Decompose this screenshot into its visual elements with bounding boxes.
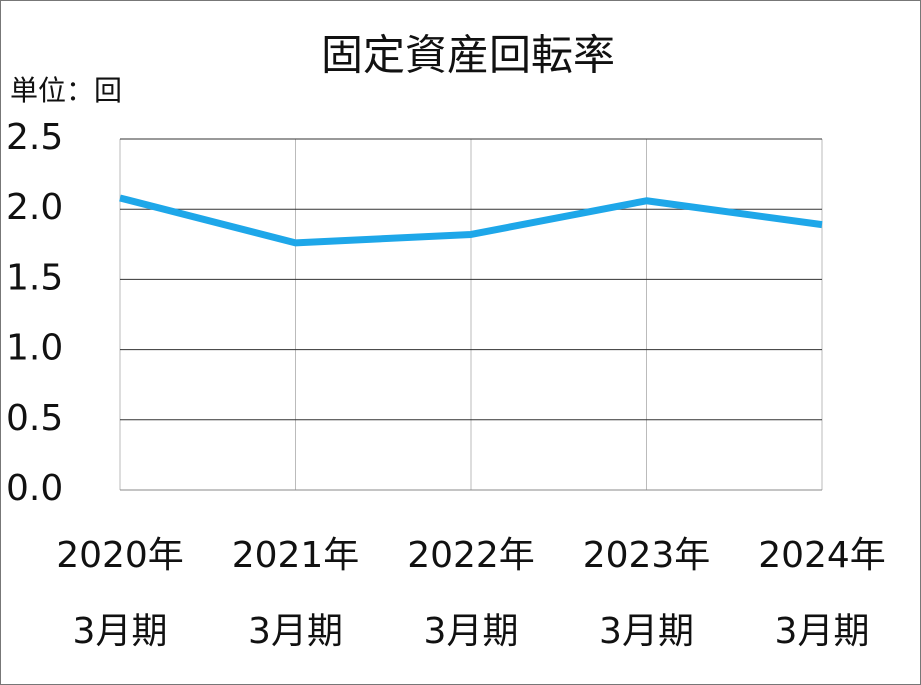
y-tick-label: 2.0 (6, 187, 63, 228)
y-tick-label: 2.5 (6, 117, 63, 158)
x-tick-label: 3月期 (248, 611, 343, 652)
x-tick-label: 3月期 (775, 611, 870, 652)
y-tick-label: 1.5 (6, 257, 63, 298)
x-tick-label: 3月期 (424, 611, 519, 652)
x-tick-label: 3月期 (599, 611, 694, 652)
x-tick-label: 2022年 (407, 535, 535, 576)
x-tick-label: 2020年 (56, 535, 184, 576)
y-tick-label: 1.0 (6, 328, 63, 369)
x-tick-label: 2024年 (758, 535, 886, 576)
y-tick-label: 0.5 (6, 398, 63, 439)
x-tick-label: 3月期 (73, 611, 168, 652)
x-tick-label: 2021年 (232, 535, 360, 576)
unit-label: 単位：回 (10, 74, 122, 107)
x-tick-label: 2023年 (583, 535, 711, 576)
line (119, 194, 823, 247)
y-tick-label: 0.0 (6, 468, 63, 509)
chart-title: 固定資産回転率 (321, 31, 615, 80)
